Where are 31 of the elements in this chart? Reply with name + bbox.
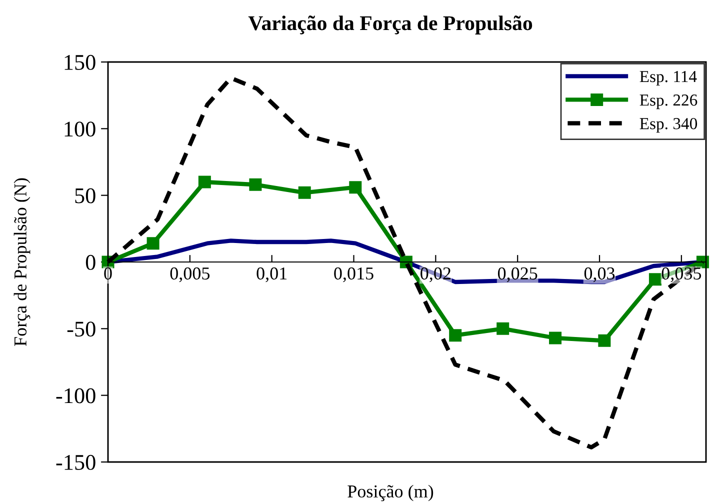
y-tick-label: 50 bbox=[75, 188, 96, 204]
y-axis-title: Força de Propulsão (N) bbox=[14, 178, 30, 346]
x-tick-label: 0,025 bbox=[498, 267, 538, 282]
point bbox=[349, 181, 362, 194]
x-tick-label: 0,01 bbox=[256, 267, 287, 282]
point bbox=[648, 273, 662, 286]
y-tick-label: -50 bbox=[67, 322, 96, 337]
x-tick-label: 0,035 bbox=[662, 267, 702, 282]
point bbox=[449, 329, 462, 342]
y-tick-label: 100 bbox=[64, 122, 96, 137]
y-tick-label: -150 bbox=[56, 454, 96, 470]
x-tick-label: 0 bbox=[104, 267, 112, 280]
legend-label: Esp. 226 bbox=[640, 94, 698, 110]
point bbox=[249, 178, 262, 191]
y-tick-label: 0 bbox=[86, 254, 96, 270]
legend-label: Esp. 340 bbox=[640, 118, 698, 133]
x-axis-title: Posição (m) bbox=[348, 484, 434, 502]
x-tick-label: 0,02 bbox=[420, 267, 450, 282]
point bbox=[298, 186, 311, 199]
y-tick-label: 150 bbox=[64, 54, 96, 70]
x-tick-label: 0,015 bbox=[334, 267, 374, 282]
point bbox=[496, 322, 510, 335]
x-tick-label: 0,03 bbox=[584, 267, 615, 282]
y-tick-label: -100 bbox=[56, 388, 96, 404]
point bbox=[549, 332, 562, 344]
point bbox=[198, 176, 211, 188]
point bbox=[146, 237, 160, 250]
point bbox=[598, 334, 611, 347]
x-tick-label: 0,005 bbox=[170, 267, 210, 282]
legend-label: Esp. 114 bbox=[640, 70, 697, 86]
chart-title: Variação da Força de Propulsão bbox=[248, 16, 532, 34]
